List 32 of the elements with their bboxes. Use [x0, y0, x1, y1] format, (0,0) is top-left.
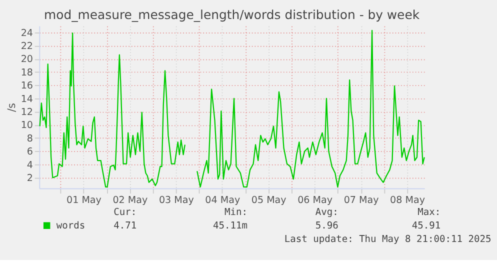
y-tick-label: 4 — [26, 160, 33, 171]
y-tick-label: 14 — [20, 94, 33, 105]
x-tick-label: 01 May — [66, 195, 102, 206]
x-tick-label: 04 May — [205, 195, 240, 206]
y-tick-label: 22 — [20, 40, 33, 52]
text: Min: — [224, 207, 248, 218]
legend-label: words — [56, 220, 86, 232]
x-tick-label: 06 May — [298, 195, 333, 206]
chart-title: mod_measure_message_length/words distribution - by week — [44, 7, 420, 22]
y-axis-title: /s — [6, 103, 18, 112]
text: 5.96 — [315, 220, 339, 232]
x-tick-label: 07 May — [344, 195, 380, 206]
y-tick-label: 8 — [26, 133, 33, 144]
y-tick-label: 2 — [26, 173, 33, 184]
text: Avg: — [315, 207, 338, 218]
x-tick-label: 02 May — [112, 195, 148, 206]
x-tick-label: 05 May — [251, 195, 287, 206]
y-tick-label: 16 — [20, 80, 33, 92]
y-tick-label: 20 — [20, 54, 33, 66]
text: 45.11m — [213, 220, 248, 232]
y-tick-label: 18 — [20, 67, 33, 78]
x-tick-label: 03 May — [158, 195, 194, 206]
text: 45.91 — [412, 220, 441, 232]
y-tick-label: 6 — [26, 146, 33, 158]
y-tick-label: 10 — [20, 120, 33, 132]
y-tick-label: 24 — [20, 28, 33, 39]
text: Last update: Thu May 8 21:00:11 2025 — [284, 234, 492, 245]
text: Cur: — [114, 207, 137, 218]
y-tick-label: 12 — [20, 107, 33, 118]
text: 4.71 — [114, 220, 137, 232]
x-tick-label: 08 May — [390, 195, 426, 206]
text: Max: — [418, 207, 441, 218]
